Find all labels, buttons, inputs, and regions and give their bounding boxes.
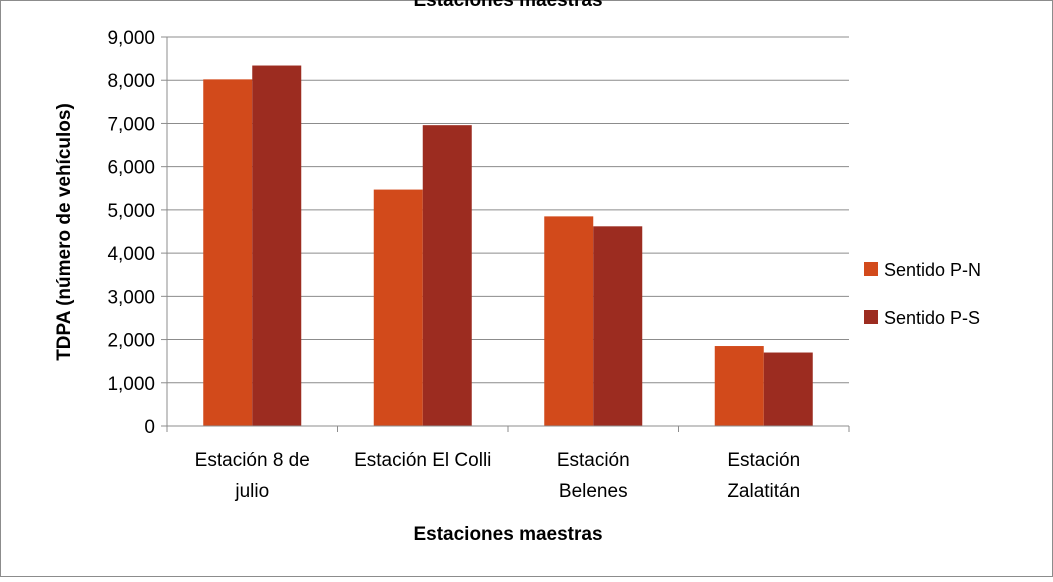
bar — [252, 65, 302, 426]
y-tick-label: 7,000 — [107, 114, 155, 135]
y-tick-label: 3,000 — [107, 287, 155, 308]
x-category-label-line: Estación 8 de — [195, 450, 310, 471]
x-category-label-line: julio — [234, 481, 269, 502]
bar — [763, 352, 813, 426]
chart-title: Estaciones maestras — [413, 0, 602, 11]
bar — [714, 346, 764, 426]
y-tick-label: 8,000 — [107, 71, 155, 92]
y-tick-label: 6,000 — [107, 158, 155, 179]
x-axis-title: Estaciones maestras — [413, 524, 602, 545]
legend: Sentido P-N Sentido P-S — [864, 260, 981, 328]
y-tick-label: 9,000 — [107, 28, 155, 49]
x-category-label: Estación Belenes — [557, 450, 630, 502]
bars — [203, 65, 813, 426]
bar — [593, 226, 643, 426]
legend-label: Sentido P-S — [884, 308, 980, 328]
x-category-label-line: Zalatitán — [727, 481, 800, 502]
y-tick-label: 4,000 — [107, 244, 155, 265]
x-category-label: Estación El Colli — [354, 450, 491, 471]
legend-swatch — [864, 310, 878, 324]
x-category-label: Estación 8 de julio — [195, 450, 310, 502]
x-category-label-line: Belenes — [559, 481, 628, 502]
x-category-label-line: Estación El Colli — [354, 450, 491, 471]
x-category-label-line: Estación — [557, 450, 630, 471]
y-tick-label: 1,000 — [107, 374, 155, 395]
x-category-label: Estación Zalatitán — [727, 450, 800, 502]
y-tick-label: 0 — [144, 417, 155, 438]
bar — [544, 216, 594, 426]
legend-label: Sentido P-N — [884, 260, 981, 280]
labels: 0 1,000 2,000 3,000 4,000 5,000 6,000 7,000 8,00… — [107, 28, 800, 502]
y-tick-label: 2,000 — [107, 331, 155, 352]
legend-swatch — [864, 262, 878, 276]
bar — [373, 189, 423, 426]
bar — [203, 79, 253, 426]
y-axis-title: TDPA (número de vehículos) — [54, 103, 75, 361]
bar — [422, 125, 472, 426]
y-tick-label: 5,000 — [107, 201, 155, 222]
x-category-label-line: Estación — [727, 450, 800, 471]
axes — [161, 36, 850, 432]
